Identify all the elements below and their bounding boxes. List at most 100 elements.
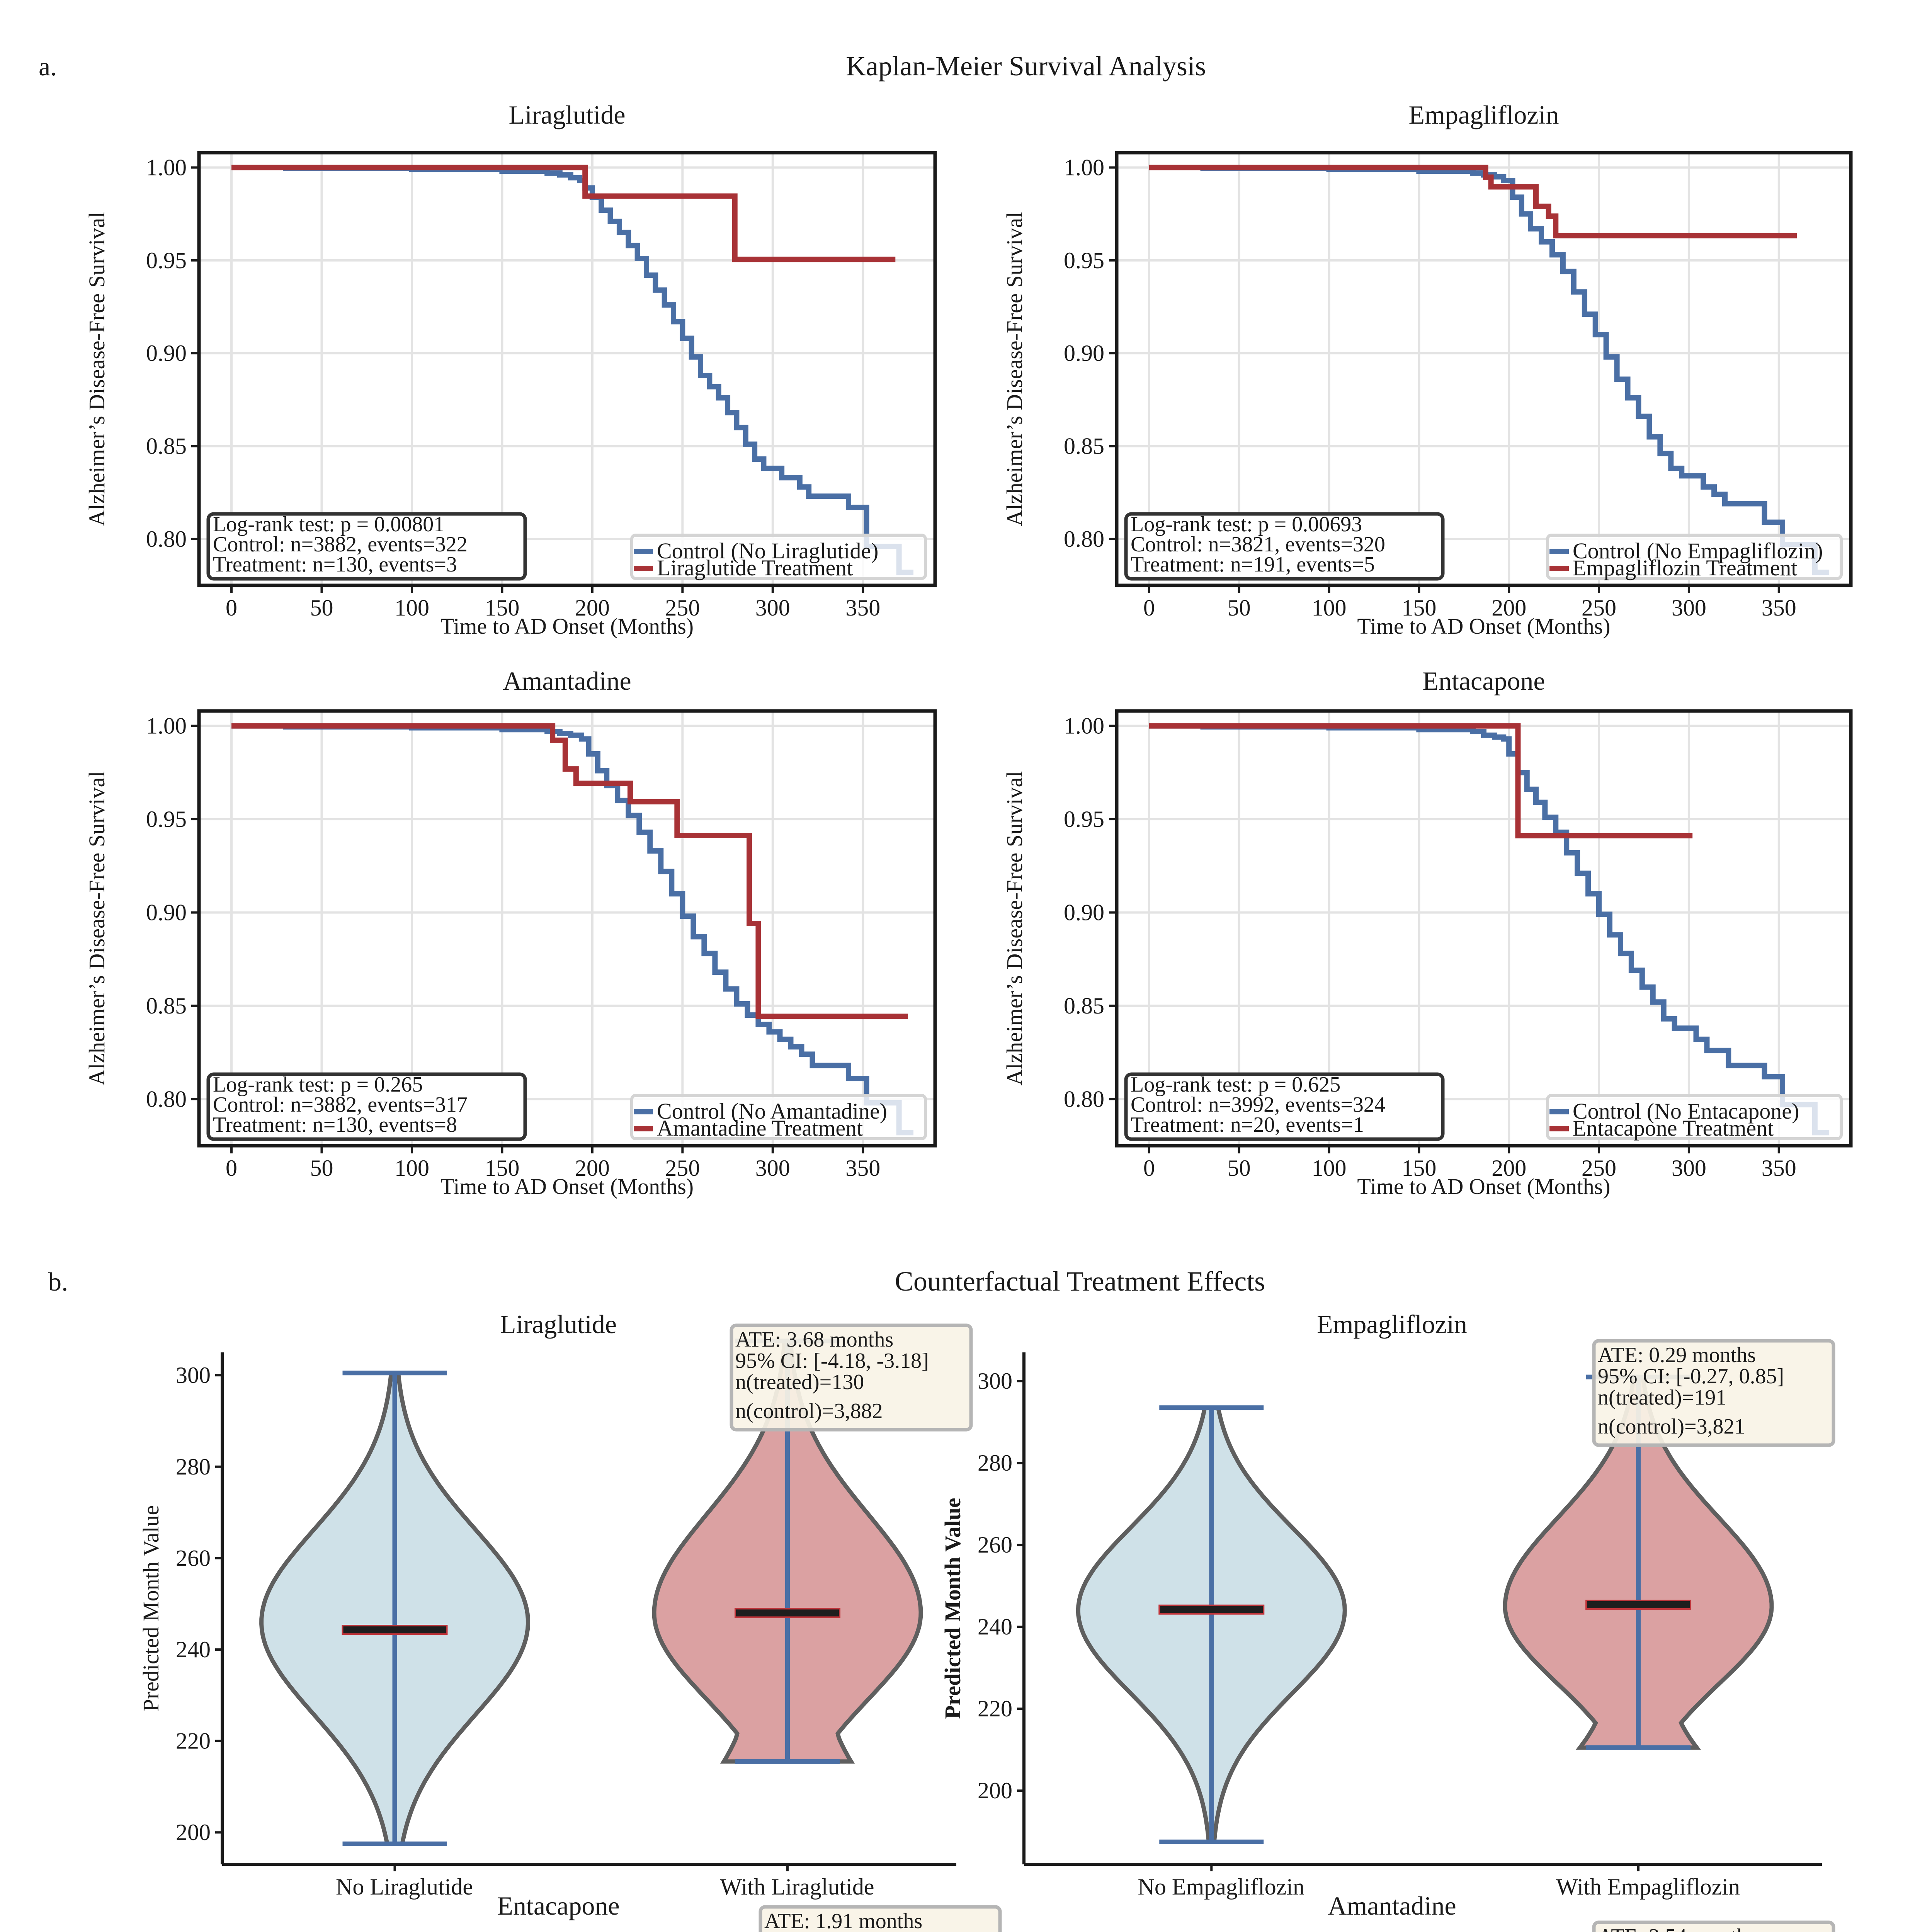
y-tick-label: 1.00 [1064, 713, 1104, 739]
legend-label: Liraglutide Treatment [657, 555, 853, 580]
treatment-survival-curve [1149, 165, 1797, 238]
y-tick-label: 200 [176, 1820, 211, 1845]
panel-b-title: Counterfactual Treatment Effects [895, 1266, 1265, 1297]
y-axis-label: Alzheimer’s Disease-Free Survival [1002, 771, 1027, 1086]
control-survival-curve [231, 165, 913, 575]
y-tick-label: 280 [978, 1450, 1012, 1476]
treatment-survival-curve [231, 165, 896, 262]
y-axis-label: Predicted Month Value [940, 1498, 965, 1719]
x-tick-label: 50 [310, 595, 333, 621]
panel-a-title: Kaplan-Meier Survival Analysis [846, 51, 1206, 82]
stats-line: Control: n=3821, events=320 [1131, 532, 1385, 556]
x-tick-label: 50 [310, 1155, 333, 1181]
annotation-box [1592, 1920, 1835, 1932]
stats-line: Treatment: n=20, events=1 [1131, 1113, 1364, 1137]
stats-line: Treatment: n=130, events=8 [213, 1113, 457, 1137]
y-tick-label: 0.80 [146, 1086, 187, 1112]
treatment-survival-curve [1149, 723, 1693, 838]
y-tick-label: 0.90 [146, 900, 187, 925]
annotation-line: ATE: 0.29 months [1598, 1343, 1756, 1367]
x-tick-label: No Empagliflozin [1138, 1874, 1304, 1900]
stats-line: Treatment: n=130, events=3 [213, 553, 457, 577]
stats-line: Log-rank test: p = 0.625 [1131, 1073, 1340, 1097]
chart-title: Liraglutide [500, 1310, 617, 1339]
median-line [342, 1625, 448, 1635]
stats-box [1124, 1072, 1445, 1141]
annotation-line: 95% CI: [-0.27, 0.85] [1598, 1364, 1784, 1388]
x-tick-label: 300 [1672, 595, 1706, 621]
legend-box [630, 534, 927, 580]
plot-frame [197, 151, 937, 587]
control-survival-curve [1149, 165, 1830, 575]
x-tick-label: No Liraglutide [336, 1874, 473, 1900]
x-tick-label: With Liraglutide [720, 1874, 874, 1900]
y-tick-label: 0.85 [1064, 993, 1104, 1019]
y-tick-label: 0.90 [1064, 340, 1104, 366]
y-tick-label: 0.95 [146, 806, 187, 832]
legend-label: Control (No Liraglutide) [657, 538, 878, 563]
y-tick-label: 280 [176, 1454, 211, 1480]
legend-label: Entacapone Treatment [1573, 1116, 1774, 1141]
panel-a-letter: a. [39, 52, 57, 81]
x-tick-label: 200 [575, 595, 610, 621]
x-tick-label: 100 [1312, 595, 1347, 621]
annotation-line: 95% CI: [1.45, 2.38] [764, 1930, 944, 1932]
annotation-line: ATE: 3.54 months [1598, 1925, 1756, 1932]
y-axis-label: Alzheimer’s Disease-Free Survival [84, 212, 109, 526]
legend-label: Control (No Empagliflozin) [1573, 538, 1823, 563]
median-line [1585, 1599, 1692, 1610]
y-tick-label: 0.85 [1064, 433, 1104, 459]
chart-title: Empagliflozin [1408, 100, 1559, 129]
control-survival-curve [1149, 723, 1830, 1136]
y-tick-label: 0.85 [146, 993, 187, 1019]
x-tick-label: 100 [395, 595, 429, 621]
x-tick-label: 0 [226, 595, 237, 621]
x-tick-label: 50 [1228, 1155, 1251, 1181]
x-tick-label: 0 [226, 1155, 237, 1181]
violin-chart-liraglutide: Liraglutide No Liraglutide With Liraglutid… [138, 1310, 973, 1900]
legend-box [630, 1094, 927, 1140]
x-axis-label: Time to AD Onset (Months) [440, 1174, 694, 1199]
y-tick-label: 300 [978, 1368, 1012, 1394]
x-tick-label: 350 [1762, 595, 1796, 621]
y-tick-label: 1.00 [146, 155, 187, 180]
chart-title: Empagliflozin [1317, 1310, 1467, 1339]
km-chart-empagliflozin: Empagliflozin 0 50 100 150 200 250 300 350 1.00 0.… [1002, 100, 1853, 639]
chart-title: Entacapone [1422, 666, 1545, 696]
km-chart-amantadine: Amantadine 0 50 100 150 200 250 300 350 1.00 0.95 0… [84, 666, 937, 1199]
x-tick-label: 300 [1672, 1155, 1706, 1181]
y-tick-label: 0.95 [1064, 806, 1104, 832]
x-tick-label: 0 [1143, 595, 1155, 621]
km-chart-entacapone: Entacapone 0 50 100 150 200 250 300 350 1.00 0.95 0… [1002, 666, 1853, 1199]
legend-label: Amantadine Treatment [657, 1116, 863, 1141]
median-line [1158, 1604, 1265, 1615]
annotation-line: ATE: 1.91 months [764, 1909, 922, 1932]
x-tick-label: 250 [1582, 1155, 1616, 1181]
x-axis-label: Time to AD Onset (Months) [1357, 1174, 1610, 1199]
annotation-box [730, 1323, 973, 1432]
x-tick-label: 350 [845, 595, 880, 621]
y-tick-label: 240 [978, 1614, 1012, 1639]
annotation-line: 95% CI: [-4.18, -3.18] [735, 1349, 929, 1373]
annotation-box [759, 1905, 1002, 1932]
stats-line: Treatment: n=191, events=5 [1131, 553, 1375, 577]
x-tick-label: 150 [1401, 595, 1436, 621]
y-tick-label: 0.80 [1064, 1086, 1104, 1112]
legend-box [1546, 1094, 1843, 1140]
stats-box [206, 1072, 527, 1141]
y-tick-label: 260 [978, 1532, 1012, 1558]
x-tick-label: 200 [1492, 595, 1526, 621]
annotation-line: ATE: 3.68 months [735, 1328, 893, 1352]
plot-frame [197, 709, 937, 1148]
violin-chart-entacapone: EntacaponeNo EntacaponeWith Entacapone20… [497, 1891, 1002, 1932]
y-tick-label: 260 [176, 1545, 211, 1571]
stats-line: Log-rank test: p = 0.265 [213, 1073, 423, 1097]
y-tick-label: 0.90 [1064, 900, 1104, 925]
plot-frame [1115, 709, 1853, 1148]
legend-box [1546, 534, 1843, 580]
y-tick-label: 220 [176, 1728, 211, 1754]
x-tick-label: 50 [1228, 595, 1251, 621]
x-tick-label: 250 [1582, 595, 1616, 621]
y-tick-label: 300 [176, 1362, 211, 1388]
